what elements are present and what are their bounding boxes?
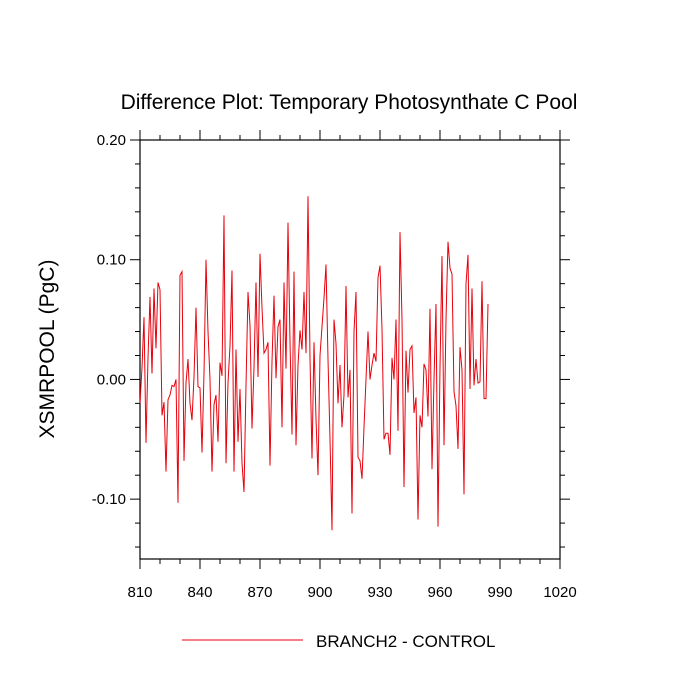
x-tick-label: 1020 bbox=[543, 584, 576, 601]
x-tick-label: 960 bbox=[427, 584, 452, 601]
x-tick-label: 930 bbox=[367, 584, 392, 601]
x-tick-label: 900 bbox=[307, 584, 332, 601]
y-tick-label: 0.00 bbox=[97, 371, 126, 388]
plot-frame bbox=[139, 139, 561, 560]
y-tick-label: 0.20 bbox=[97, 132, 126, 149]
legend: BRANCH2 - CONTROL bbox=[182, 632, 495, 651]
legend-label: BRANCH2 - CONTROL bbox=[316, 632, 495, 651]
y-tick-label: -0.10 bbox=[92, 491, 126, 508]
x-tick-label: 870 bbox=[247, 584, 272, 601]
chart-title: Difference Plot: Temporary Photosynthate… bbox=[121, 91, 578, 114]
x-axis: 810 840 870 900 930 960 990 1020 bbox=[127, 130, 577, 601]
series-line-0 bbox=[139, 196, 489, 531]
x-tick-label: 990 bbox=[487, 584, 512, 601]
plot-area bbox=[139, 139, 561, 560]
y-axis-label: XSMRPOOL (PgC) bbox=[36, 260, 59, 439]
y-tick-label: 0.10 bbox=[97, 252, 126, 269]
x-tick-label: 840 bbox=[187, 584, 212, 601]
x-tick-label: 810 bbox=[127, 584, 152, 601]
y-axis: -0.10 0.00 0.10 0.20 bbox=[92, 132, 570, 548]
series-layer bbox=[139, 196, 489, 531]
